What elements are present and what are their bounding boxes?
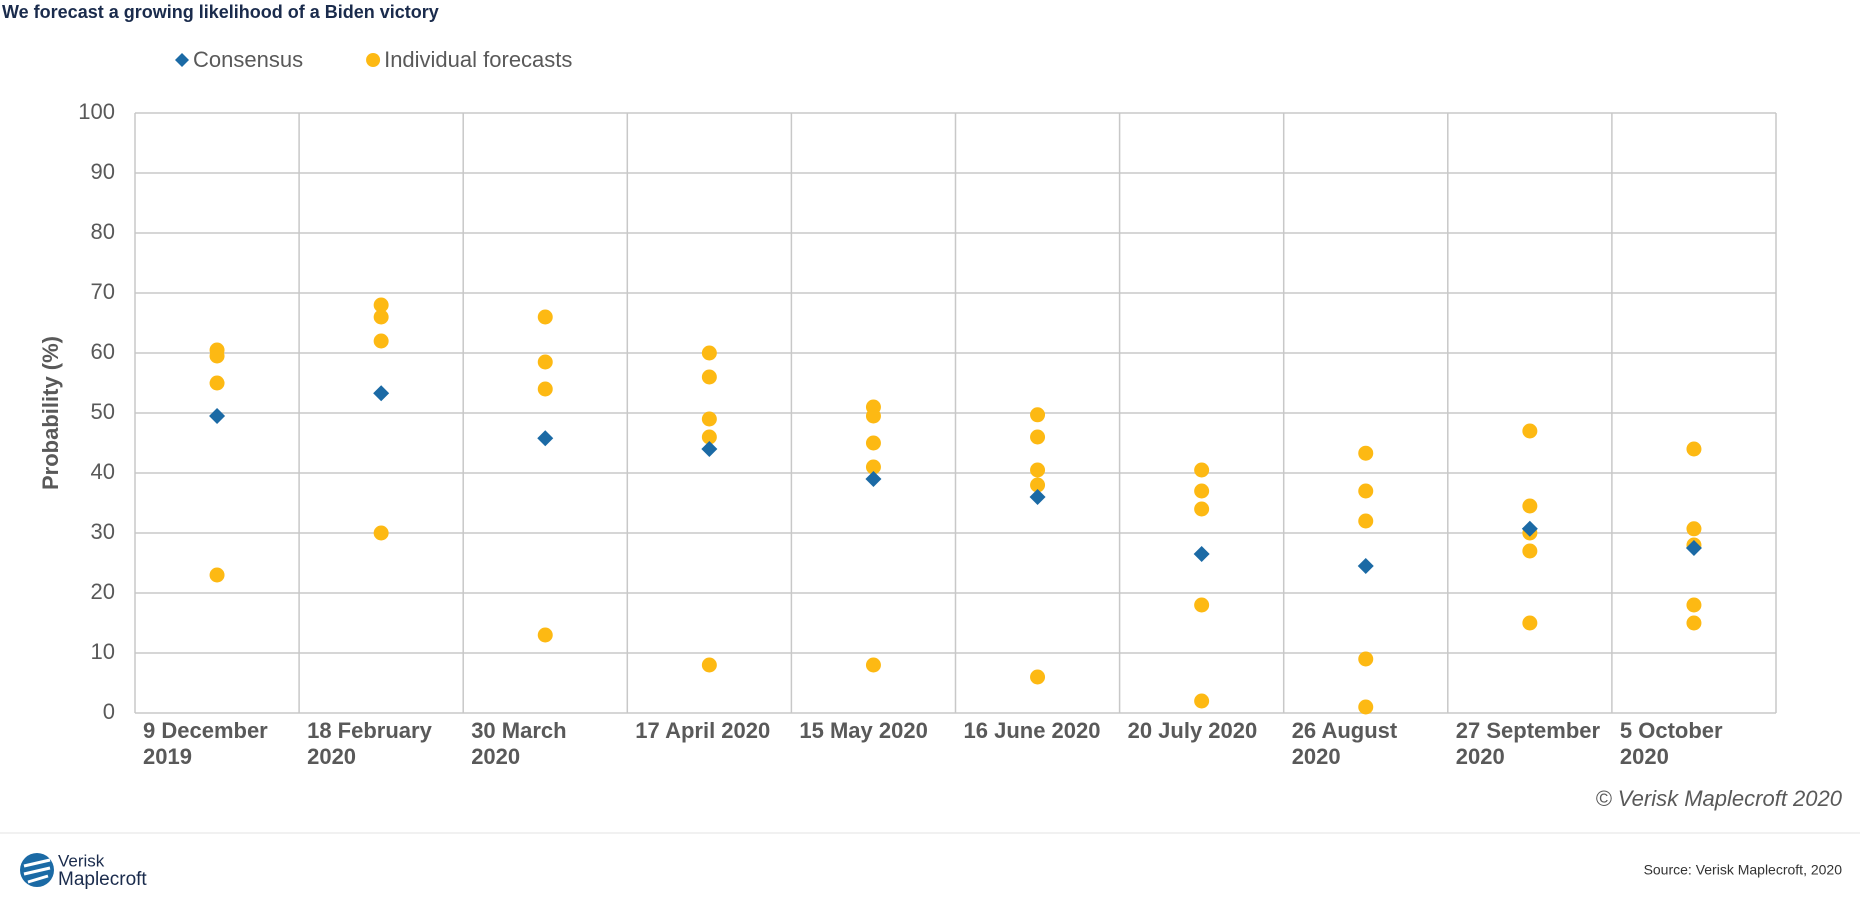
- forecast-point: [373, 297, 389, 313]
- forecast-point: [1194, 597, 1210, 613]
- logo: Verisk Maplecroft: [20, 851, 147, 890]
- forecast-point: [865, 459, 881, 475]
- forecast-point: [1686, 441, 1702, 457]
- forecast-point: [701, 345, 717, 361]
- logo-stripes: [23, 858, 51, 884]
- x-tick-label: 5 October 2020: [1619, 718, 1723, 769]
- logo-text: Verisk: [58, 851, 105, 870]
- x-tick-label: 20 July 2020: [1127, 718, 1258, 743]
- y-tick-label: 80: [91, 219, 115, 244]
- legend-marker: [175, 53, 189, 67]
- consensus-point: [701, 441, 718, 457]
- forecast-point: [209, 348, 225, 364]
- forecast-point: [1030, 477, 1046, 493]
- forecast-point: [1686, 615, 1702, 631]
- forecast-point: [1194, 693, 1210, 709]
- forecast-point: [1522, 498, 1538, 514]
- forecast-point: [209, 567, 225, 583]
- y-tick-label: 90: [91, 159, 115, 184]
- forecast-point: [537, 354, 553, 370]
- y-tick-label: 0: [103, 699, 115, 724]
- consensus-point: [865, 471, 882, 487]
- x-tick-label: 15 May 2020: [799, 718, 928, 743]
- copyright: © Verisk Maplecroft 2020: [1595, 786, 1842, 811]
- forecast-point: [701, 657, 717, 673]
- forecast-point: [1358, 651, 1374, 667]
- y-tick-label: 30: [91, 519, 115, 544]
- forecast-point: [1194, 462, 1210, 478]
- forecast-point: [1358, 699, 1374, 715]
- x-tick-label: 9 December 2019: [143, 718, 268, 769]
- forecast-point: [1030, 407, 1046, 423]
- forecast-point: [537, 309, 553, 325]
- x-tick-label: 18 February 2020: [307, 718, 432, 769]
- y-tick-label: 100: [78, 99, 115, 124]
- consensus-point: [537, 430, 554, 447]
- y-tick-label: 10: [91, 639, 115, 664]
- y-tick-label: 60: [91, 339, 115, 364]
- forecast-point: [865, 657, 881, 673]
- forecast-point: [1522, 423, 1538, 439]
- chart-title: We forecast a growing likelihood of a Bi…: [2, 2, 439, 22]
- y-tick-label: 70: [91, 279, 115, 304]
- x-tick-label: 16 June 2020: [963, 718, 1101, 743]
- forecast-point: [865, 435, 881, 451]
- consensus-point: [1685, 540, 1702, 556]
- legend-label: Individual forecasts: [384, 47, 572, 72]
- forecast-point: [1030, 429, 1046, 445]
- forecast-point: [373, 525, 389, 541]
- forecast-point: [537, 381, 553, 397]
- consensus-point: [1193, 546, 1210, 562]
- forecast-point: [537, 627, 553, 643]
- consensus-point: [1521, 520, 1538, 537]
- legend-label: Consensus: [193, 47, 303, 72]
- y-tick-label: 50: [91, 399, 115, 424]
- forecast-point: [1194, 483, 1210, 499]
- forecast-point: [373, 333, 389, 349]
- x-tick-label: 26 August 2020: [1291, 718, 1398, 769]
- forecast-point: [209, 375, 225, 391]
- consensus-point: [373, 385, 390, 402]
- x-tick-label: 30 March 2020: [471, 718, 567, 769]
- forecast-point: [1030, 669, 1046, 685]
- forecast-point: [701, 429, 717, 445]
- legend-marker: [366, 53, 381, 67]
- forecast-point: [701, 369, 717, 385]
- forecast-point: [865, 408, 881, 424]
- consensus-point: [209, 408, 226, 424]
- forecast-point: [1522, 543, 1538, 559]
- logo-text: Maplecroft: [58, 869, 147, 890]
- forecast-point: [1358, 483, 1374, 499]
- forecast-point: [1358, 513, 1374, 529]
- consensus-point: [1357, 558, 1374, 574]
- source: Source: Verisk Maplecroft, 2020: [1644, 862, 1843, 878]
- forecast-point: [1686, 521, 1702, 537]
- consensus-point: [1029, 489, 1046, 505]
- forecast-point: [701, 411, 717, 427]
- forecast-point: [373, 309, 389, 325]
- forecast-point: [1522, 615, 1538, 631]
- y-tick-label: 40: [91, 459, 115, 484]
- x-tick-label: 27 September 2020: [1455, 718, 1601, 769]
- y-axis-label: Probability (%): [38, 336, 63, 490]
- forecast-point: [1030, 462, 1046, 478]
- x-tick-label: 17 April 2020: [635, 718, 771, 743]
- forecast-point: [1358, 445, 1374, 461]
- forecast-point: [1194, 501, 1210, 517]
- forecast-point: [1686, 597, 1702, 613]
- y-tick-label: 20: [91, 579, 115, 604]
